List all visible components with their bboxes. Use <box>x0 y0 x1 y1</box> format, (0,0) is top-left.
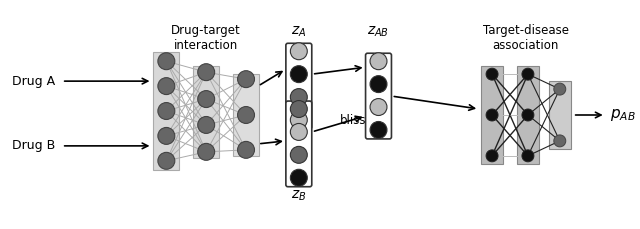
Circle shape <box>198 64 214 81</box>
Circle shape <box>291 123 307 140</box>
Circle shape <box>370 98 387 115</box>
Circle shape <box>486 109 498 121</box>
Circle shape <box>522 109 534 121</box>
Bar <box>481 66 503 164</box>
Text: Drug B: Drug B <box>12 139 55 152</box>
Circle shape <box>237 106 255 123</box>
Circle shape <box>486 150 498 162</box>
Circle shape <box>370 76 387 93</box>
FancyBboxPatch shape <box>286 43 312 129</box>
Bar <box>154 52 179 170</box>
Circle shape <box>198 117 214 134</box>
Bar <box>233 74 259 156</box>
Bar <box>193 66 219 158</box>
Circle shape <box>198 91 214 108</box>
FancyBboxPatch shape <box>365 53 392 139</box>
Circle shape <box>370 53 387 70</box>
Circle shape <box>158 152 175 169</box>
Bar <box>549 81 571 149</box>
FancyBboxPatch shape <box>286 101 312 187</box>
Circle shape <box>522 150 534 162</box>
Circle shape <box>158 128 175 144</box>
Text: Drug A: Drug A <box>12 75 55 88</box>
Circle shape <box>554 135 566 147</box>
Circle shape <box>291 66 307 83</box>
Text: Target-disease
association: Target-disease association <box>483 24 569 52</box>
Circle shape <box>486 68 498 80</box>
Bar <box>517 66 539 164</box>
Circle shape <box>291 146 307 163</box>
Circle shape <box>291 112 307 128</box>
Circle shape <box>158 78 175 95</box>
Text: $z_{AB}$: $z_{AB}$ <box>367 24 390 39</box>
Circle shape <box>198 143 214 160</box>
Text: $z_A$: $z_A$ <box>291 24 307 39</box>
Circle shape <box>291 89 307 106</box>
Circle shape <box>370 121 387 138</box>
Text: $p_{AB}$: $p_{AB}$ <box>609 107 636 123</box>
Circle shape <box>291 101 307 117</box>
Circle shape <box>237 71 255 88</box>
Circle shape <box>291 169 307 186</box>
Circle shape <box>237 141 255 158</box>
Text: $z_B$: $z_B$ <box>291 188 307 203</box>
Circle shape <box>554 83 566 95</box>
Circle shape <box>291 43 307 60</box>
Text: bliss: bliss <box>340 114 367 128</box>
Circle shape <box>158 103 175 120</box>
Text: Drug-target
interaction: Drug-target interaction <box>172 24 241 52</box>
Circle shape <box>158 53 175 70</box>
Circle shape <box>522 68 534 80</box>
